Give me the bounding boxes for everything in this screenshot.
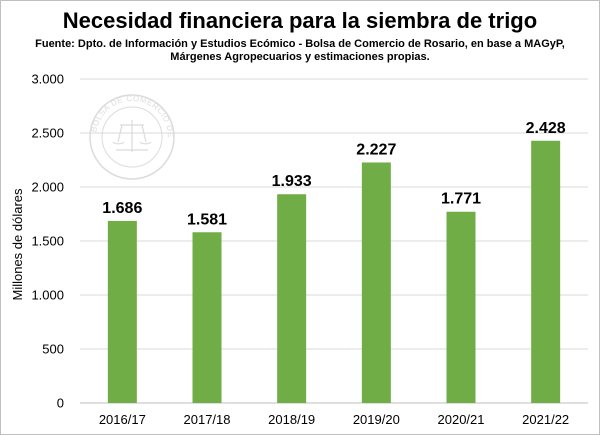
data-label: 1.933 bbox=[272, 173, 312, 190]
x-tick-label: 2021/22 bbox=[522, 412, 569, 427]
y-tick-label: 0 bbox=[57, 396, 64, 411]
y-tick-label: 1.000 bbox=[31, 288, 64, 303]
svg-text:BOLSA DE COMERCIO DE ROSARIO: BOLSA DE COMERCIO DE ROSARIO bbox=[0, 0, 175, 138]
bar bbox=[107, 220, 137, 403]
data-label: 1.771 bbox=[441, 191, 481, 208]
data-label: 2.428 bbox=[526, 120, 566, 137]
bar bbox=[192, 232, 222, 403]
bar bbox=[531, 140, 561, 403]
subtitle-line-1: Fuente: Dpto. de Información y Estudios … bbox=[35, 38, 565, 50]
y-tick-label: 2.500 bbox=[31, 126, 64, 141]
x-tick-label: 2016/17 bbox=[99, 412, 146, 427]
watermark-seal: BOLSA DE COMERCIO DE ROSARIO bbox=[0, 0, 175, 180]
x-tick-label: 2020/21 bbox=[438, 412, 485, 427]
y-tick-label: 3.000 bbox=[31, 72, 64, 87]
chart-title: Necesidad financiera para la siembra de … bbox=[62, 8, 538, 33]
y-tick-labels: 0 500 1.000 1.500 2.000 2.500 3.000 bbox=[31, 72, 64, 411]
x-tick-label: 2018/19 bbox=[268, 412, 315, 427]
data-label: 1.581 bbox=[187, 211, 227, 228]
data-label: 2.227 bbox=[356, 141, 396, 158]
data-label: 1.686 bbox=[102, 200, 142, 217]
value-labels: 1.686 1.581 1.933 2.227 1.771 2.428 bbox=[102, 120, 565, 228]
y-tick-label: 2.000 bbox=[31, 180, 64, 195]
subtitle-line-2: Márgenes Agropecuarios y estimaciones pr… bbox=[170, 51, 430, 63]
x-tick-labels: 2016/17 2017/18 2018/19 2019/20 2020/21 2021/… bbox=[99, 412, 569, 427]
chart-subtitle: Fuente: Dpto. de Información y Estudios … bbox=[0, 38, 600, 64]
bar bbox=[361, 162, 391, 403]
y-tick-label: 500 bbox=[42, 342, 64, 357]
bar bbox=[277, 194, 307, 403]
bars bbox=[107, 140, 561, 403]
x-tick-label: 2019/20 bbox=[353, 412, 400, 427]
bar bbox=[446, 211, 476, 403]
grid-lines bbox=[80, 78, 588, 404]
watermark-text: BOLSA DE COMERCIO DE ROSARIO bbox=[0, 0, 175, 138]
x-tick-label: 2017/18 bbox=[184, 412, 231, 427]
y-tick-label: 1.500 bbox=[31, 234, 64, 249]
